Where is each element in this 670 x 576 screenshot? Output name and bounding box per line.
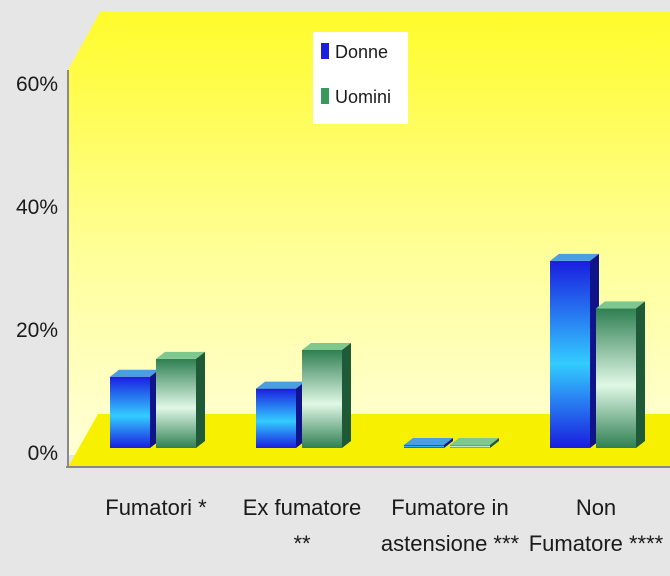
x-category-label: Fumatore in	[391, 495, 508, 520]
x-category-label: Ex fumatore	[243, 495, 362, 520]
bar-front	[596, 308, 636, 448]
bar-front	[110, 376, 150, 448]
x-category-label: Fumatore ****	[529, 531, 664, 556]
bar-donne	[110, 369, 159, 448]
x-category-label: Fumatori *	[105, 495, 207, 520]
bar-top	[156, 351, 205, 359]
bar-top	[302, 342, 351, 350]
bar-uomini	[302, 342, 351, 448]
x-category-label: **	[293, 531, 311, 556]
y-axis-ticks: 0% 20% 40% 60%	[16, 73, 58, 465]
bar-donne	[550, 253, 599, 448]
legend-swatch-uomini	[321, 88, 329, 104]
bar-top	[256, 381, 305, 389]
bar-top	[404, 438, 453, 445]
bar-front	[302, 349, 342, 448]
bar-uomini	[450, 438, 499, 448]
bar-front	[550, 260, 590, 448]
bar-donne	[404, 438, 453, 448]
bar-side	[196, 351, 205, 448]
y-tick-label: 0%	[28, 442, 58, 465]
y-tick-label: 60%	[16, 73, 58, 96]
bar-side	[444, 438, 453, 448]
bar-side	[490, 438, 499, 448]
bar-side	[636, 301, 645, 448]
bars-group	[110, 253, 645, 448]
bar-front	[256, 388, 296, 448]
bar-uomini	[596, 301, 645, 448]
bar-top	[110, 369, 159, 377]
bar-top	[596, 301, 645, 309]
bar-uomini	[156, 351, 205, 448]
bar-top	[550, 253, 599, 261]
y-tick-label: 20%	[16, 319, 58, 342]
legend-swatch-donne	[321, 43, 329, 59]
legend: Donne Uomini	[313, 32, 408, 124]
bar-front	[404, 445, 444, 448]
x-category-label: Non	[576, 495, 616, 520]
x-axis-labels: Fumatori * Ex fumatore ** Fumatore in astens…	[105, 495, 663, 556]
bar-side	[342, 342, 351, 448]
plot-wall	[68, 12, 670, 455]
bar-top	[450, 438, 499, 445]
legend-label-donne: Donne	[335, 42, 388, 62]
x-category-label: astensione ***	[381, 531, 520, 556]
y-tick-label: 40%	[16, 196, 58, 219]
bar-front	[450, 445, 490, 448]
legend-label-uomini: Uomini	[335, 87, 391, 107]
plot-floor	[68, 414, 670, 467]
bar-donne	[256, 381, 305, 448]
bar-front	[156, 358, 196, 448]
